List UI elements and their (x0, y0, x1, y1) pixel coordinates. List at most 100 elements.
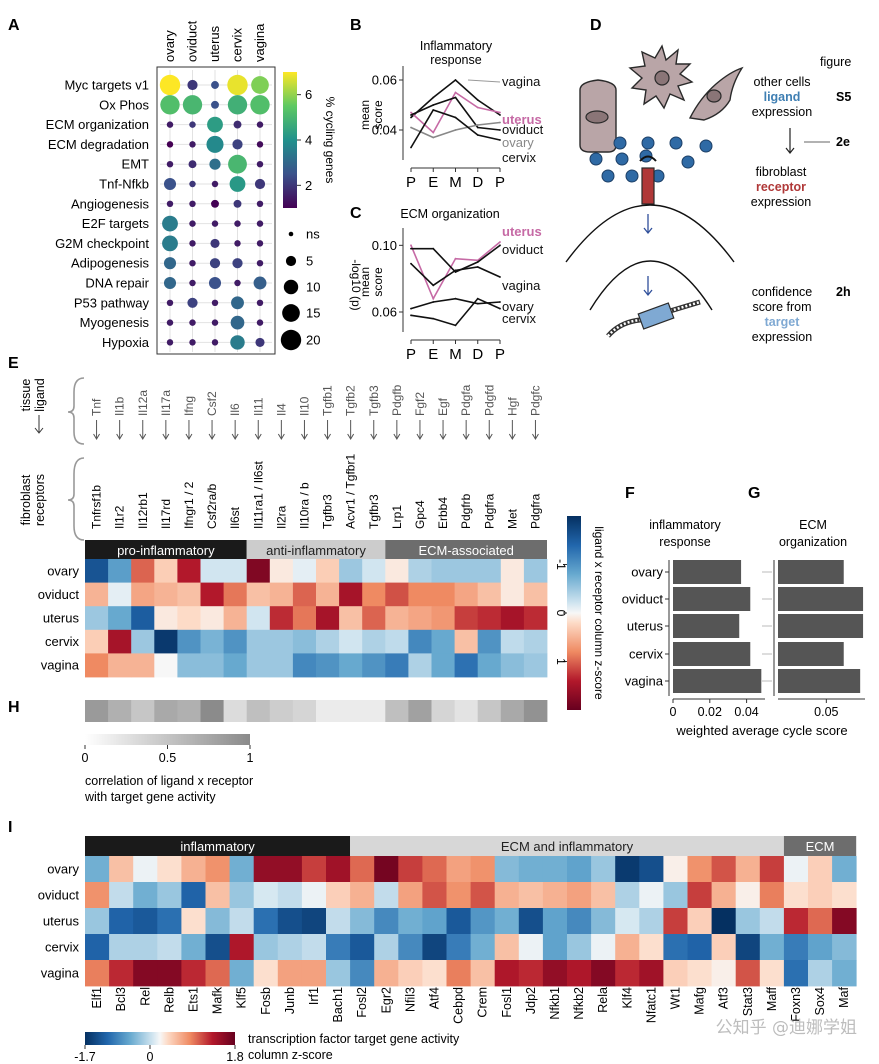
heatmap-cell-uterus-sox4 (808, 908, 833, 935)
heatmap-cell-uterus-pdgfd (477, 606, 502, 631)
heatmap-cell-cervix-junb (277, 934, 303, 961)
row-label: uterus (43, 914, 80, 929)
ligand-label: Tgfb2 (344, 385, 358, 416)
ligand-label: Tgfb3 (367, 385, 381, 416)
dot-angiogenesis-vagina (256, 200, 264, 208)
data-point-uterus (432, 297, 435, 300)
heatmap-cell-ovary-foxn3 (783, 856, 809, 883)
heatmap-cell-uterus-pdgfa (454, 606, 479, 631)
data-point-ovary (410, 126, 412, 129)
x-tick-label: E (428, 174, 438, 191)
heatmap-cell-cervix-pdgfd (477, 629, 502, 654)
bar-cervix (673, 642, 751, 666)
factor-label: Irf1 (307, 987, 321, 1005)
heatmap-cell-oviduct-il1b (108, 582, 132, 607)
dot-e2f-targets-uterus (211, 220, 219, 227)
pathway-row-label: G2M checkpoint (55, 236, 149, 251)
heatmap-cell-oviduct-fgf2 (408, 582, 432, 607)
factor-label: Klf5 (235, 987, 249, 1009)
heatmap-cell-ovary-nfkb1 (542, 856, 568, 883)
heatmap-cell-oviduct-il4 (269, 582, 294, 607)
dot-ecm-organization-oviduct (189, 121, 196, 128)
dot-ecm-degradation-oviduct (189, 141, 196, 148)
heatmap-cell-vagina-crem (470, 960, 496, 987)
series-label-ovary: ovary (502, 299, 534, 314)
heatmap-cell-ovary-rel (133, 856, 158, 883)
heatmap-cell-oviduct-fosl1 (494, 882, 520, 909)
pathway-row-label: Angiogenesis (71, 196, 150, 211)
panel-d-schematic: figure other cells ligand expression fib… (565, 44, 851, 344)
ligand-arrow-head (162, 433, 170, 440)
series-line-ovary (410, 297, 501, 310)
factor-label: Mafg (693, 987, 707, 1015)
strip-cell-4 (177, 700, 201, 722)
heatmap-cell-uterus-ifng (177, 606, 201, 631)
colorbar-tick-label: 4 (305, 133, 312, 148)
heatmap-cell-ovary-ifng (177, 559, 201, 583)
label-target: target (765, 315, 801, 329)
heatmap-cell-cervix-tgfb2 (339, 629, 363, 654)
ligand-label: Il6 (228, 403, 242, 416)
panel-label-b: B (350, 17, 362, 34)
group-bar-inflammatory (85, 836, 351, 856)
dot-emt-oviduct (188, 160, 197, 169)
colorbar-tick-label: 6 (305, 87, 312, 102)
series-label-uterus: uterus (502, 112, 542, 127)
data-point-vagina (410, 262, 412, 265)
strip-cell-6 (223, 700, 248, 722)
chart-title: organization (779, 535, 847, 549)
heatmap-cell-ovary-egr2 (374, 856, 399, 883)
y-axis-label: mean (358, 100, 372, 130)
heatmap-cell-ovary-fosb (253, 856, 279, 883)
series-label-uterus: uterus (502, 224, 542, 239)
heatmap-cell-cervix-bach1 (326, 934, 351, 961)
label-fibroblast: fibroblast (756, 165, 807, 179)
ligand-arrow-head (393, 433, 401, 440)
colorbar-zscore (567, 516, 581, 710)
panel-a-dotplot: ovary oviduct uterus cervix vagina Myc target… (46, 20, 363, 355)
heatmap-cell-uterus-nfkb1 (542, 908, 568, 935)
ligand-arrow-head (347, 433, 355, 440)
series-label-cervix: cervix (502, 150, 536, 165)
panel-f-bar-chart: inflammatory response ovary oviduct uterus ce… (622, 518, 765, 719)
bar-vagina (673, 669, 762, 693)
strip-legend-label: correlation of ligand x receptor (85, 774, 253, 788)
data-point-cervix (454, 116, 457, 119)
heatmap-cell-cervix-il4 (269, 629, 294, 654)
dot-e2f-targets-oviduct (189, 220, 196, 227)
heatmap-cell-vagina-rel (133, 960, 158, 987)
label-ligand-expression: expression (752, 105, 812, 119)
heatmap-cell-cervix-atf3 (711, 934, 737, 961)
bar-cervix (778, 642, 844, 666)
brace-receptor (67, 457, 85, 541)
ligand-label: Hgf (505, 397, 519, 416)
heatmap-cell-ovary-klf4 (615, 856, 640, 883)
heatmap-cell-uterus-relb (157, 908, 182, 935)
heatmap-cell-ovary-atf3 (711, 856, 737, 883)
factor-label: Nfil3 (403, 987, 417, 1012)
colorbar-tick-label: -1.7 (74, 1050, 96, 1064)
ligand-label: Egf (436, 397, 450, 416)
heatmap-cell-vagina-fosl1 (494, 960, 520, 987)
receptor-label: Met (505, 508, 519, 529)
strip-cell-13 (385, 700, 409, 722)
heatmap-cell-ovary-atf4 (422, 856, 447, 883)
heatmap-cell-uterus-pdgfb (385, 606, 409, 631)
data-point-cervix (454, 324, 457, 327)
heatmap-cell-ovary-nfatc1 (639, 856, 664, 883)
heatmap-cell-vagina-fosl2 (350, 960, 375, 987)
heatmap-cell-vagina-klf5 (229, 960, 255, 987)
pathway-row-label: ECM degradation (48, 137, 149, 152)
heatmap-cell-oviduct-maff (759, 882, 785, 909)
dot-angiogenesis-oviduct (189, 200, 196, 208)
heatmap-cell-uterus-irf1 (301, 908, 327, 935)
heatmap-cell-cervix-klf4 (615, 934, 640, 961)
heatmap-cell-uterus-mafk (205, 908, 230, 935)
heatmap-cell-ovary-relb (157, 856, 182, 883)
pathway-row-label: Adipogenesis (71, 256, 150, 271)
factor-label: Crem (476, 987, 490, 1018)
panel-label-g: G (748, 485, 760, 502)
heatmap-cell-uterus-junb (277, 908, 303, 935)
ligand-arrow-head (185, 433, 193, 440)
